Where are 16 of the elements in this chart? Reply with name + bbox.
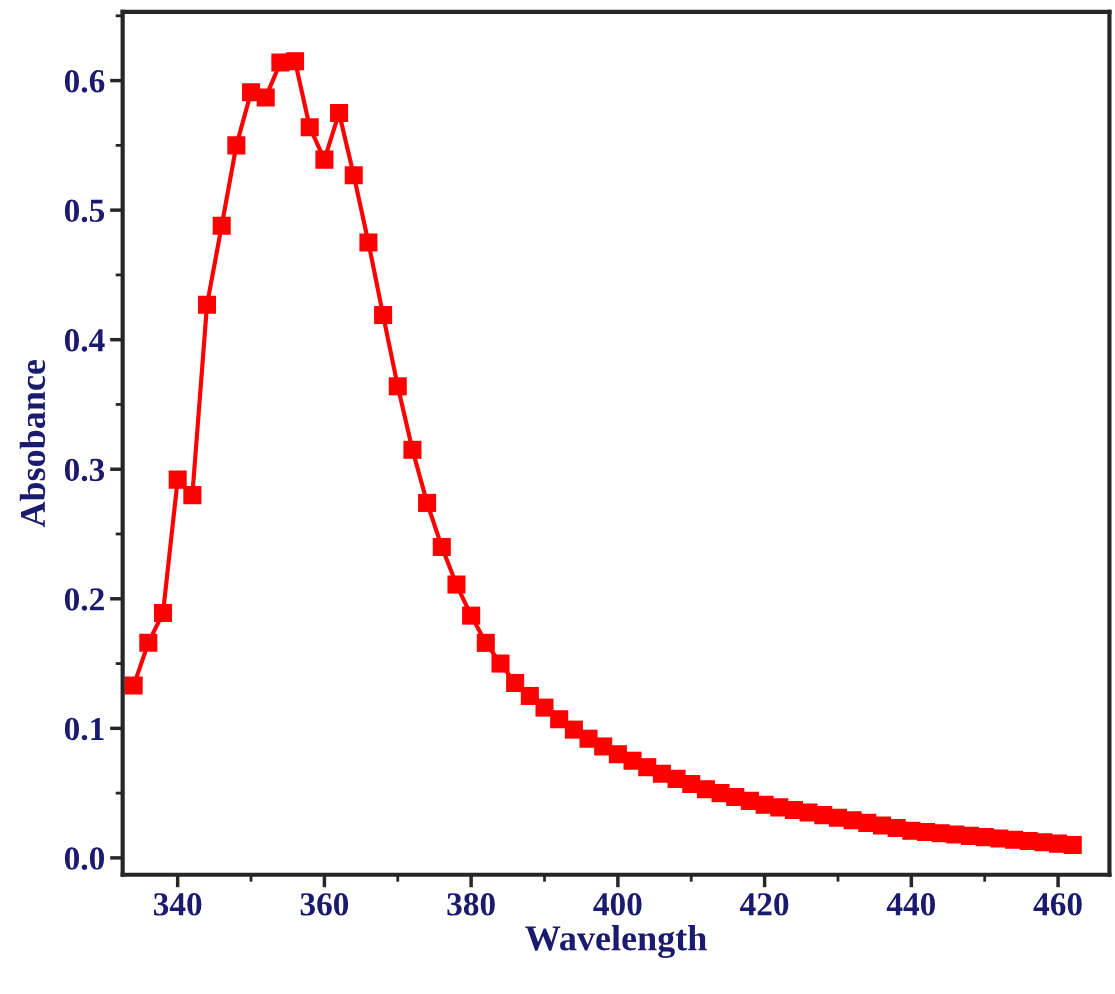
y-tick-label: 0.1 — [64, 717, 104, 741]
y-tick-label: 0.2 — [64, 588, 104, 611]
x-tick-label: 420 — [740, 893, 789, 916]
x-tick-label: 460 — [1033, 893, 1082, 916]
y-tick-label: 0.3 — [64, 458, 105, 482]
x-tick-label: 340 — [153, 893, 202, 916]
x-tick-label: 380 — [447, 893, 495, 916]
y-tick-label: 0.6 — [64, 69, 105, 93]
y-tick-label: 0.4 — [64, 329, 105, 352]
x-tick-label: 400 — [593, 893, 642, 916]
y-tick-label: 0.0 — [64, 847, 105, 870]
y-tick-label: 0.5 — [64, 199, 105, 223]
x-axis-title: Wavelength — [525, 925, 707, 959]
x-tick-label: 440 — [886, 893, 936, 916]
x-tick-label: 360 — [300, 893, 349, 916]
y-axis-title: Absobance — [19, 359, 46, 528]
